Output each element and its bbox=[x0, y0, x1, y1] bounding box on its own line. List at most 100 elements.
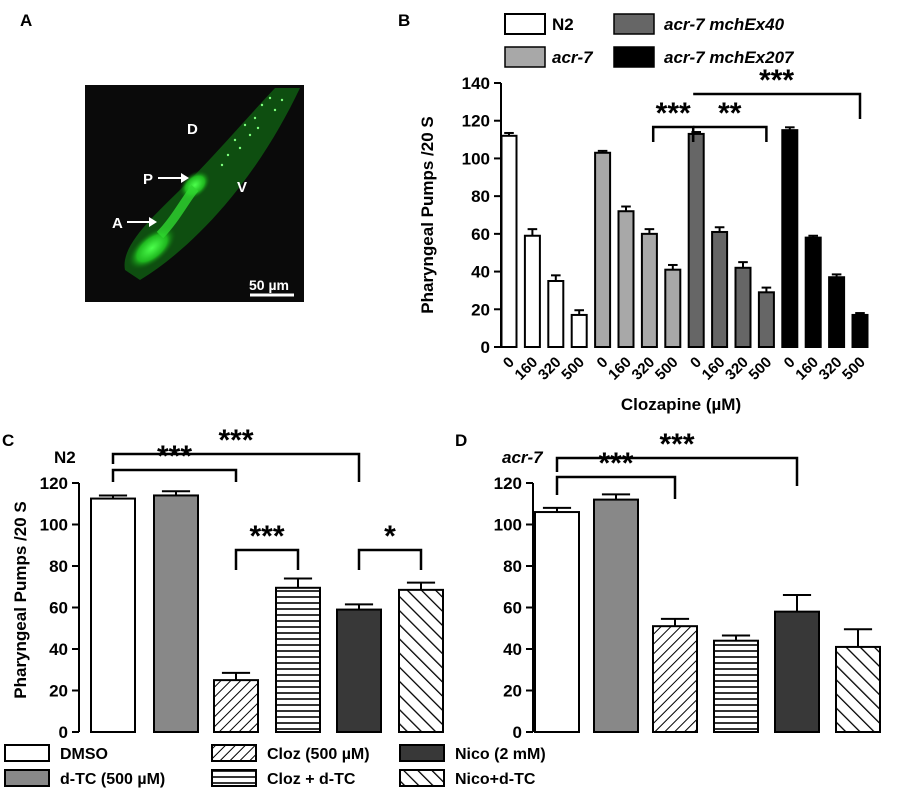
chart-b-ytick-label: 20 bbox=[471, 300, 490, 319]
chart-b-ytick-label: 140 bbox=[462, 74, 490, 93]
chart-b-ytick-label: 60 bbox=[471, 225, 490, 244]
panel-letter-a: A bbox=[20, 11, 32, 30]
chart-b-significance-label: ** bbox=[718, 97, 742, 130]
scale-bar-label: 50 µm bbox=[249, 277, 289, 293]
legend-cd-swatch bbox=[399, 744, 445, 762]
chart-c-significance-bracket bbox=[111, 468, 238, 482]
chart-b-xtick-label: 500 bbox=[652, 354, 682, 384]
chart-c-significance-label: *** bbox=[249, 520, 284, 553]
chart-d-significance-bracket bbox=[555, 475, 677, 499]
legend-cd-swatch bbox=[211, 744, 257, 762]
chart-c-bar bbox=[336, 608, 382, 734]
chart-b-significance-bracket bbox=[651, 125, 695, 142]
chart-d: acr-7 0 20 40 60 80 100 120 *** *** bbox=[494, 428, 881, 742]
chart-d-ytick-label: 100 bbox=[494, 516, 522, 535]
chart-d-ytick-label: 80 bbox=[503, 557, 522, 576]
chart-b-bar bbox=[523, 234, 541, 348]
chart-d-bar bbox=[534, 511, 580, 733]
label-ventral: V bbox=[237, 179, 247, 196]
chart-b-ylabel: Pharyngeal Pumps /20 S bbox=[418, 116, 437, 313]
legend-cd-label: Cloz + d-TC bbox=[267, 771, 356, 788]
legend-cd: DMSO d-TC (500 µM) Cloz (500 µM) Cloz + d-T… bbox=[4, 744, 546, 788]
chart-b-bar bbox=[734, 266, 752, 348]
chart-b-ytick-label: 120 bbox=[462, 112, 490, 131]
chart-d-ytick-label: 40 bbox=[503, 640, 522, 659]
chart-c-significance-label: *** bbox=[218, 424, 253, 457]
chart-c-ytick-label: 0 bbox=[59, 723, 68, 742]
chart-d-ytick-label: 120 bbox=[494, 474, 522, 493]
chart-b-bar bbox=[617, 210, 635, 348]
chart-b-bar bbox=[594, 151, 612, 348]
label-anterior-bulb: A bbox=[112, 215, 123, 232]
chart-c-significance-label: * bbox=[384, 520, 396, 553]
chart-b-ytick-label: 100 bbox=[462, 149, 490, 168]
legend-cd-label: DMSO bbox=[60, 746, 108, 763]
chart-c-strain: N2 bbox=[54, 448, 76, 467]
chart-b-xlabel: Clozapine (µM) bbox=[621, 395, 741, 414]
chart-d-bar bbox=[652, 625, 698, 733]
chart-b-ytick-label: 40 bbox=[471, 263, 490, 282]
chart-c-bar bbox=[275, 586, 321, 733]
chart-b-xtick-label: 500 bbox=[839, 354, 869, 384]
chart-b-bar bbox=[547, 280, 565, 348]
chart-b-bar bbox=[828, 276, 846, 349]
chart-c-significance-bracket bbox=[357, 548, 423, 570]
legend-cd-swatch bbox=[4, 769, 50, 787]
chart-c-bar bbox=[213, 679, 259, 733]
chart-d-significance-label: *** bbox=[598, 447, 633, 480]
chart-b-xtick-label: 500 bbox=[558, 354, 588, 384]
chart-b: Pharyngeal Pumps /20 S Clozapine (µM) 0 2… bbox=[418, 64, 869, 414]
chart-c-significance-label: *** bbox=[157, 440, 192, 473]
chart-c-ytick-label: 120 bbox=[40, 474, 68, 493]
chart-b-bar bbox=[570, 313, 588, 349]
chart-b-bar bbox=[640, 232, 658, 349]
chart-b-bar bbox=[804, 236, 822, 348]
chart-d-significance-bracket bbox=[555, 456, 799, 486]
panel-letter-c: C bbox=[2, 431, 14, 450]
legend-cd-label: Nico (2 mM) bbox=[455, 746, 546, 763]
chart-b-bar bbox=[500, 134, 518, 348]
chart-b-ytick-label: 0 bbox=[481, 338, 490, 357]
legend-b-swatch-acr7 bbox=[504, 46, 546, 68]
chart-d-bar bbox=[835, 645, 881, 733]
legend-b-swatch-n2 bbox=[504, 13, 546, 35]
chart-d-significance-label: *** bbox=[659, 428, 694, 461]
legend-cd-label: Cloz (500 µM) bbox=[267, 746, 370, 763]
chart-b-bar bbox=[711, 230, 729, 349]
chart-b-significance-label: *** bbox=[656, 97, 691, 130]
chart-d-bar bbox=[713, 639, 759, 734]
chart-c-bar bbox=[153, 494, 199, 734]
chart-b-bar bbox=[687, 132, 705, 348]
legend-cd-swatch bbox=[399, 769, 445, 787]
chart-d-bar bbox=[593, 498, 639, 733]
chart-b-significance-bracket bbox=[693, 125, 768, 142]
chart-d-bar bbox=[774, 610, 820, 734]
chart-b-bar bbox=[664, 268, 682, 348]
chart-c-ytick-label: 100 bbox=[40, 516, 68, 535]
chart-c-ylabel: Pharyngeal Pumps /20 S bbox=[11, 501, 30, 698]
chart-b-bar bbox=[781, 129, 799, 348]
panel-letter-d: D bbox=[455, 431, 467, 450]
label-dorsal: D bbox=[187, 121, 198, 138]
chart-b-significance-bracket bbox=[693, 92, 862, 119]
chart-d-strain: acr-7 bbox=[502, 448, 544, 467]
chart-b-ytick-label: 80 bbox=[471, 187, 490, 206]
legend-cd-label: d-TC (500 µM) bbox=[60, 771, 165, 788]
chart-d-ytick-label: 20 bbox=[503, 682, 522, 701]
chart-c-significance-bracket bbox=[111, 452, 361, 482]
legend-b-swatch-mchex40 bbox=[613, 13, 655, 35]
chart-b-bar bbox=[851, 313, 869, 349]
micrograph: D P V A 50 µm bbox=[85, 85, 304, 302]
legend-b-swatch-mchex207 bbox=[613, 46, 655, 68]
chart-c-ytick-label: 80 bbox=[49, 557, 68, 576]
label-posterior-bulb: P bbox=[143, 171, 153, 188]
legend-cd-swatch bbox=[4, 744, 50, 762]
fluorescent-puncta bbox=[220, 96, 284, 167]
chart-b-significance-label: *** bbox=[759, 64, 794, 97]
chart-b-xtick-label: 500 bbox=[746, 354, 776, 384]
legend-cd-label: Nico+d-TC bbox=[455, 771, 536, 788]
chart-c-ytick-label: 40 bbox=[49, 640, 68, 659]
chart-d-ytick-label: 60 bbox=[503, 599, 522, 618]
chart-c-bar bbox=[90, 497, 136, 733]
